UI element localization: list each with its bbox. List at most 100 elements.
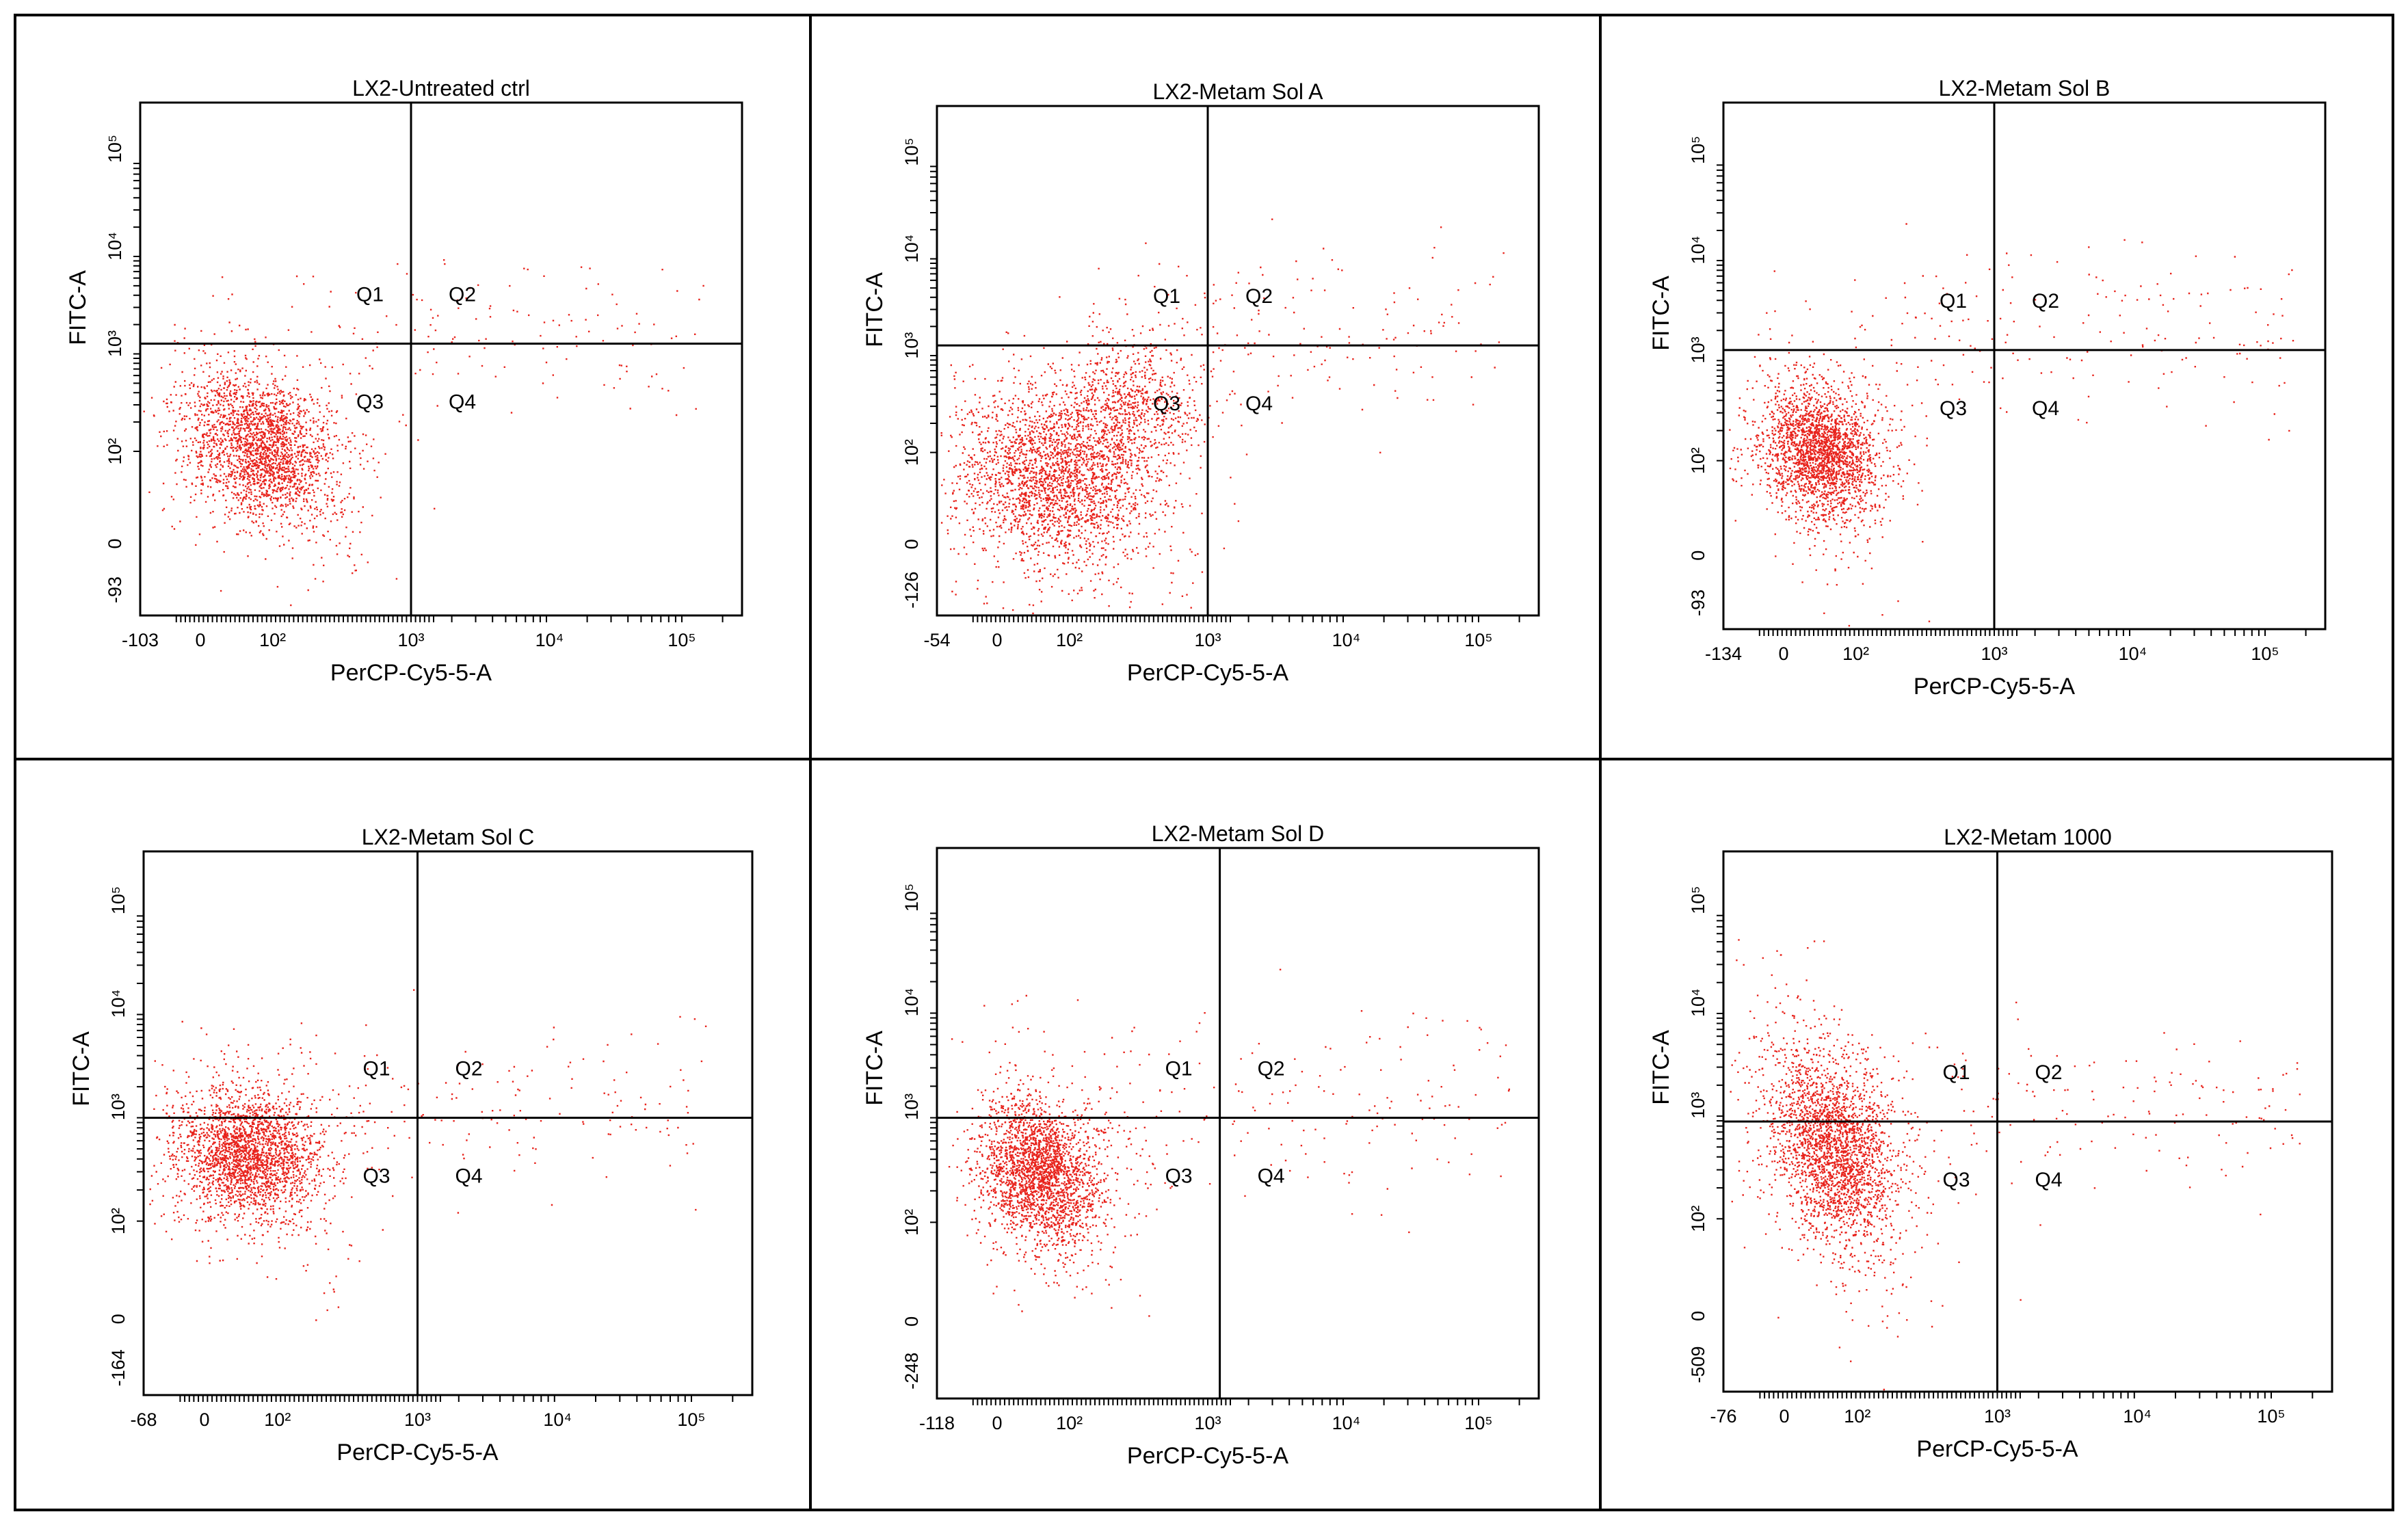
x-tick-label: 0 (992, 1413, 1002, 1433)
y-tick-label: 10² (901, 439, 922, 466)
y-tick-label: 10⁴ (105, 232, 125, 261)
quadrant-label: Q3 (1153, 393, 1180, 415)
x-tick-label: 10⁵ (667, 630, 696, 650)
flow-plot-panel: LX2-Metam Sol B Q1 Q2 Q3 Q4 -134 0 10² 10³ 10⁴ 10⁵… (1648, 76, 2327, 700)
x-tick-label: 0 (195, 630, 205, 650)
y-axis-minor-ticks (930, 165, 937, 453)
x-tick-label: 0 (992, 630, 1002, 650)
quadrant-label: Q2 (1245, 285, 1273, 308)
x-tick-label: 10⁴ (1332, 1413, 1361, 1433)
y-tick-label: 10³ (1688, 336, 1708, 363)
y-tick-label: 10³ (108, 1093, 129, 1120)
x-axis-label: PerCP-Cy5-5-A (330, 660, 492, 686)
y-tick-label: 10² (108, 1208, 129, 1234)
y-tick-label: 10³ (105, 330, 125, 357)
y-tick-label: 10⁴ (108, 990, 129, 1018)
x-axis-label: PerCP-Cy5-5-A (1127, 1443, 1288, 1469)
quadrant-label: Q2 (455, 1058, 483, 1080)
tick-marks (930, 912, 937, 1223)
x-tick-label: 0 (199, 1409, 209, 1430)
y-tick-label: 0 (901, 1316, 922, 1327)
figure-outer-frame (14, 14, 2394, 1511)
quadrant-label: Q1 (1165, 1057, 1193, 1080)
y-tick-label: 0 (1688, 551, 1708, 561)
x-tick-label: 10⁵ (677, 1409, 705, 1430)
quadrant-label: Q2 (2032, 290, 2059, 313)
x-tick-label: 10² (1056, 630, 1083, 650)
y-tick-label: 10³ (1688, 1092, 1708, 1119)
quadrant-label: Q4 (1245, 393, 1273, 415)
event-dots (143, 259, 706, 607)
flow-plot-panel: LX2-Metam 1000 Q1 Q2 Q3 Q4 -76 0 10² 10³ 10⁴ 10⁵ -5… (1648, 825, 2333, 1462)
panel-title: LX2-Metam Sol C (362, 825, 535, 849)
quadrant-label: Q1 (1153, 285, 1180, 308)
y-tick-label: 10² (1688, 447, 1708, 474)
x-tick-label: 10⁴ (1332, 630, 1361, 650)
tick-marks (930, 165, 937, 453)
event-points (1729, 223, 2294, 627)
event-points (940, 218, 1505, 615)
y-tick-label: 10⁵ (1688, 886, 1708, 914)
quadrant-label: Q1 (1940, 290, 1967, 313)
x-tick-label: 0 (1778, 644, 1788, 664)
quadrant-label: Q4 (2035, 1169, 2063, 1191)
tick-marks (1717, 914, 1723, 1220)
event-dots (149, 989, 707, 1321)
x-tick-label: -134 (1705, 644, 1742, 664)
y-tick-label: 10⁴ (1688, 236, 1708, 265)
panels-container: LX2-Untreated ctrl Q1 Q2 Q3 Q4 -103 0 10² 10³ 10⁴… (65, 76, 2333, 1469)
y-axis-label: FITC-A (68, 1031, 94, 1106)
quadrant-label: Q3 (1940, 397, 1967, 420)
x-tick-label: -76 (1710, 1406, 1736, 1427)
x-tick-label: 10⁴ (2119, 644, 2147, 664)
event-points (143, 259, 706, 607)
x-axis-minor-ticks (972, 1398, 1520, 1405)
y-tick-label: 10³ (901, 1093, 922, 1120)
quadrant-label: Q2 (449, 284, 476, 306)
x-tick-label: -54 (923, 630, 950, 650)
flow-plot-panel: LX2-Metam Sol C Q1 Q2 Q3 Q4 -68 0 10² 10³ 10⁴ 10⁵ -… (68, 825, 754, 1466)
x-axis-minor-ticks (972, 615, 1520, 622)
y-tick-label: -93 (1688, 589, 1708, 616)
x-tick-label: 0 (1779, 1406, 1789, 1427)
y-tick-label: 10⁴ (1688, 988, 1708, 1017)
y-tick-label: 10⁵ (1688, 136, 1708, 164)
quadrant-label: Q4 (2032, 397, 2059, 420)
y-axis-minor-ticks (1717, 164, 1723, 462)
y-axis-minor-ticks (137, 915, 144, 1222)
outer-border (14, 14, 2394, 1511)
event-dots (1729, 223, 2294, 627)
tick-marks (972, 615, 1520, 622)
y-tick-label: -509 (1688, 1346, 1708, 1383)
x-tick-label: 10⁴ (535, 630, 564, 650)
y-tick-label: -126 (901, 572, 922, 609)
x-axis-minor-ticks (175, 615, 724, 622)
y-axis-minor-ticks (1717, 914, 1723, 1220)
tick-marks (175, 615, 724, 622)
quadrant-label: Q3 (1943, 1169, 1970, 1191)
y-tick-label: 10⁵ (901, 884, 922, 912)
panel-title: LX2-Metam Sol A (1153, 79, 1324, 104)
quadrant-label: Q2 (1258, 1057, 1285, 1080)
panel-title: LX2-Metam Sol D (1152, 821, 1325, 846)
y-tick-label: 10² (901, 1209, 922, 1236)
y-tick-label: -248 (901, 1353, 922, 1390)
quadrant-label: Q1 (1943, 1061, 1970, 1084)
x-tick-label: -68 (130, 1409, 157, 1430)
plot-area-frame (936, 847, 1540, 1400)
x-tick-label: 10² (259, 630, 286, 650)
x-tick-label: 10⁵ (1464, 1413, 1492, 1433)
x-axis-label: PerCP-Cy5-5-A (1127, 660, 1288, 686)
quadrant-label: Q2 (2035, 1061, 2063, 1084)
y-tick-label: -93 (105, 576, 125, 603)
y-axis-minor-ticks (133, 163, 140, 452)
y-tick-label: -164 (108, 1349, 129, 1386)
y-tick-label: 10⁵ (108, 886, 129, 914)
y-axis-label: FITC-A (1648, 1030, 1674, 1105)
x-tick-label: 10⁵ (2257, 1406, 2285, 1427)
x-axis-minor-ticks (1758, 629, 2307, 636)
tick-marks (1759, 1392, 2314, 1398)
y-axis-minor-ticks (930, 912, 937, 1223)
y-tick-label: 10⁴ (901, 988, 922, 1017)
x-tick-label: 10² (1056, 1413, 1083, 1433)
